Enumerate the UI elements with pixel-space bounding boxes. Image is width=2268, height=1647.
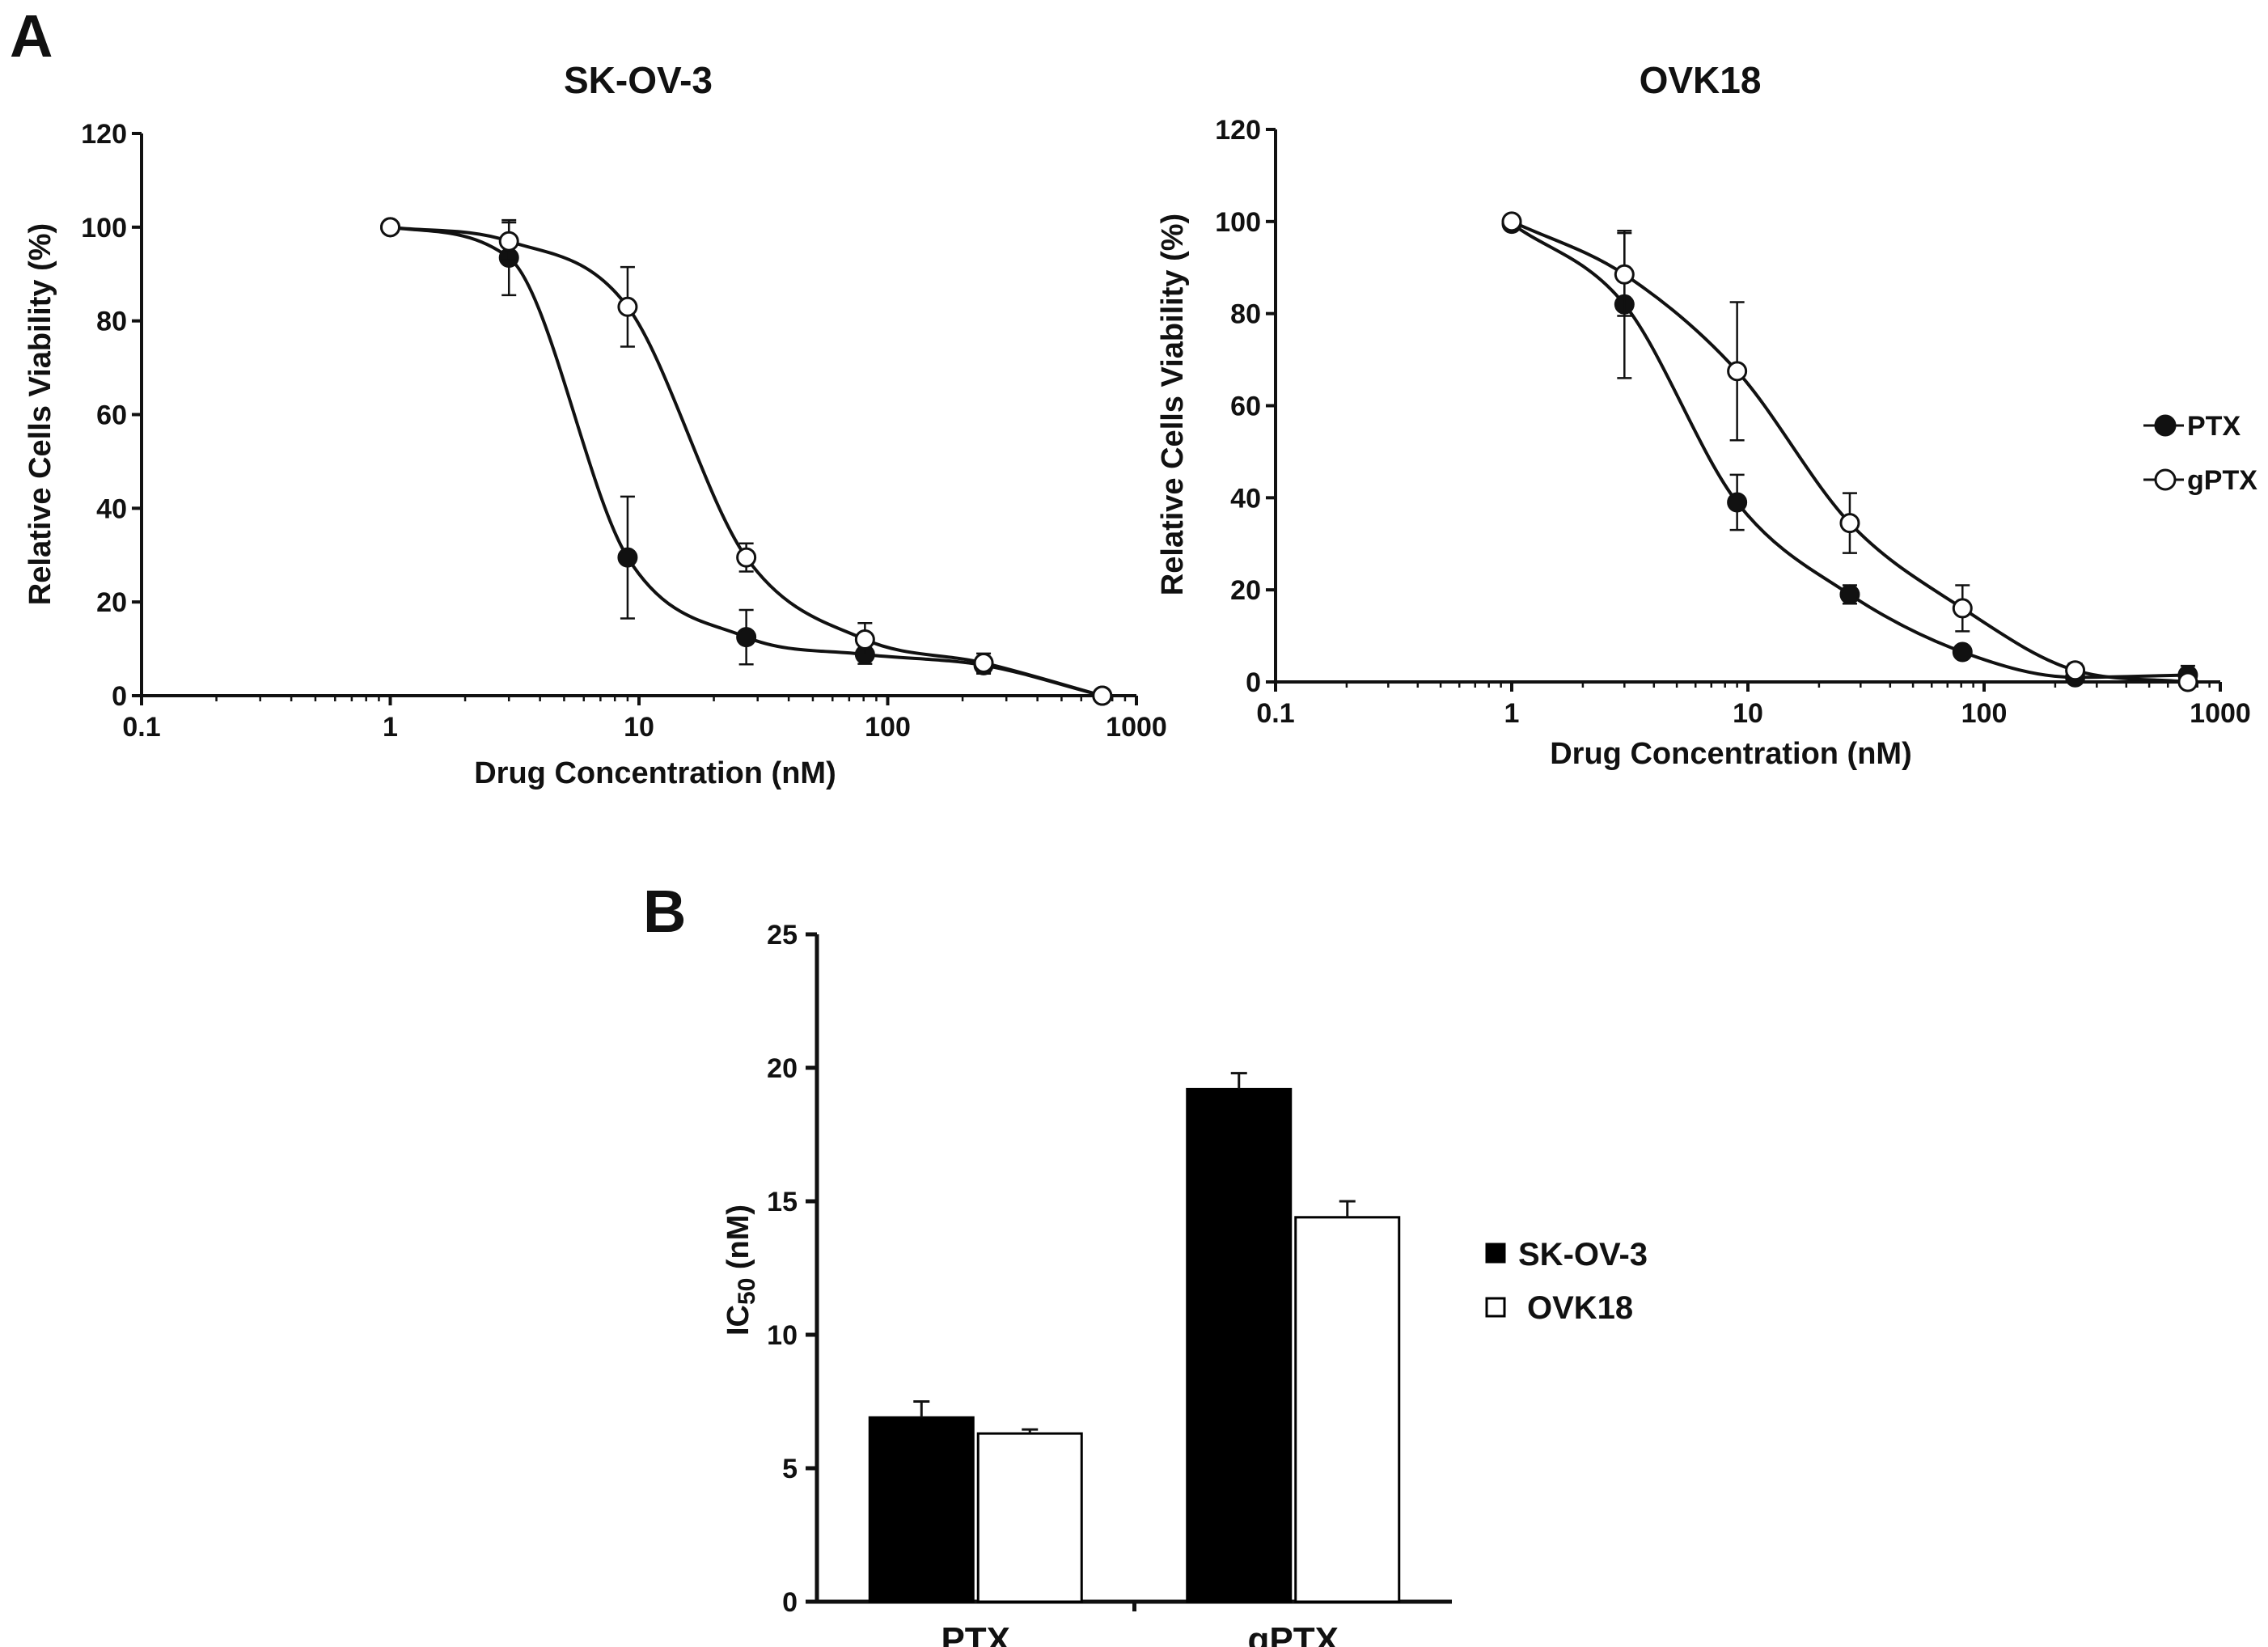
y-tick-label-0: 0 [112,681,127,712]
legend-label-gptx: gPTX [2187,465,2257,496]
data-point-gptx [1092,685,1113,706]
y-tick-label-10: 10 [767,1320,798,1351]
x-tick-label-100: 100 [1961,698,2008,729]
y-axis-label-sub: 50 [734,1278,760,1305]
filled-circle-icon [2154,414,2177,437]
y-tick-label-60: 60 [96,400,127,431]
y-axis-label: IC50 (nM) [721,1205,760,1336]
data-point-gptx [1727,361,1748,382]
x-tick-label-100: 100 [865,712,911,743]
axis-ticks: 0 20 40 60 80 100 120 0.1 1 10 100 1000 [81,119,1167,743]
panel-b-letter: B [643,878,686,945]
series-ptx [1501,214,2198,688]
x-tick-label-1000: 1000 [1106,712,1167,743]
x-tick-label-1: 1 [1504,698,1520,729]
x-tick-label-0-1: 0.1 [1256,698,1294,729]
series-gptx [380,217,1113,706]
data-point-gptx [973,652,994,673]
axis-ticks: 0 5 10 15 20 25 PTX gPTX [767,920,1339,1647]
y-tick-label-20: 20 [96,587,127,618]
x-tick-label-0-1: 0.1 [122,712,160,743]
panel-a-letter: A [10,2,53,70]
series-ptx [380,217,1113,706]
legend-label-sk-ov-3: SK-OV-3 [1518,1237,1648,1272]
bars-layer [868,1072,1401,1603]
data-point-gptx [736,547,757,568]
black-square-icon [1485,1243,1506,1264]
data-point-gptx [617,296,638,317]
legend-item-sk-ov-3: SK-OV-3 [1485,1237,1648,1272]
y-tick-label-100: 100 [81,213,127,243]
data-point-gptx [380,217,400,238]
ovk18-line-chart: OVK18 0 20 40 60 80 100 120 0.1 1 10 100 1000 Drug … [1156,59,2251,771]
y-axis-label: Relative Cells Viability (%) [1156,214,1190,595]
series-layer [1501,211,2198,692]
data-point-ptx [736,627,757,648]
category-label-gptx: gPTX [1248,1620,1339,1647]
y-tick-label-120: 120 [1215,115,1261,146]
line-legend: PTX gPTX [2143,411,2257,496]
y-axis-label: Relative Cells Viability (%) [23,223,57,605]
y-tick-label-40: 40 [1230,483,1261,514]
open-circle-icon [2154,468,2177,491]
x-axis-label: Drug Concentration (nM) [1550,737,1912,771]
legend-item-ovk18: OVK18 [1485,1290,1633,1326]
y-tick-label-80: 80 [1230,299,1261,330]
x-tick-label-1000: 1000 [2190,698,2251,729]
y-axis-label-main: IC [721,1305,755,1336]
chart-title: SK-OV-3 [564,59,713,101]
y-tick-label-15: 15 [767,1187,798,1217]
y-tick-label-5: 5 [782,1454,798,1484]
y-tick-label-0: 0 [1246,667,1261,698]
data-point-ptx [1727,492,1748,513]
data-point-ptx [617,547,638,568]
axis-ticks: 0 20 40 60 80 100 120 0.1 1 10 100 1000 [1215,115,2251,729]
chart-title: OVK18 [1640,59,1762,101]
bar-ptx-sk-ov-3 [868,1416,975,1603]
x-tick-label-1: 1 [383,712,398,743]
data-point-gptx [2177,671,2198,692]
sk-ov-3-line-chart: SK-OV-3 0 20 40 60 80 100 120 0.1 1 10 100 1000 Dru… [23,59,1167,790]
series-layer [380,217,1113,706]
category-label-ptx: PTX [941,1620,1010,1647]
bar-gptx-sk-ov-3 [1186,1087,1293,1603]
bar-gptx-ovk18 [1294,1216,1401,1603]
data-point-gptx [1614,264,1635,285]
y-tick-label-25: 25 [767,920,798,951]
legend-label-ovk18: OVK18 [1527,1290,1633,1326]
y-tick-label-0: 0 [782,1587,798,1618]
fit-curve-ptx [1510,222,2188,680]
y-axis-label-unit: (nM) [721,1205,755,1278]
y-tick-label-20: 20 [1230,575,1261,606]
y-tick-label-60: 60 [1230,392,1261,422]
data-point-gptx [1501,211,1522,232]
data-point-ptx [1839,584,1860,605]
y-tick-label-40: 40 [96,493,127,524]
y-tick-label-120: 120 [81,119,127,150]
bar-legend: SK-OV-3 OVK18 [1485,1237,1648,1326]
data-point-ptx [1952,641,1973,663]
legend-item-gptx: gPTX [2143,465,2257,496]
x-tick-label-10: 10 [624,712,654,743]
y-tick-label-80: 80 [96,307,127,337]
bar-ptx-ovk18 [976,1432,1083,1603]
series-gptx [1501,211,2198,692]
ic50-bar-chart: 0 5 10 15 20 25 PTX gPTX IC50 (nM) [721,920,1452,1647]
data-point-gptx [1839,513,1860,534]
legend-label-ptx: PTX [2187,411,2240,442]
data-point-gptx [1952,598,1973,619]
white-square-icon [1485,1297,1506,1318]
x-tick-label-10: 10 [1733,698,1763,729]
data-point-gptx [2065,660,2086,681]
x-axis-label: Drug Concentration (nM) [474,756,836,790]
legend-item-ptx: PTX [2143,411,2240,442]
data-point-gptx [854,629,875,650]
y-tick-label-100: 100 [1215,207,1261,238]
data-point-gptx [498,231,519,252]
y-tick-label-20: 20 [767,1053,798,1084]
